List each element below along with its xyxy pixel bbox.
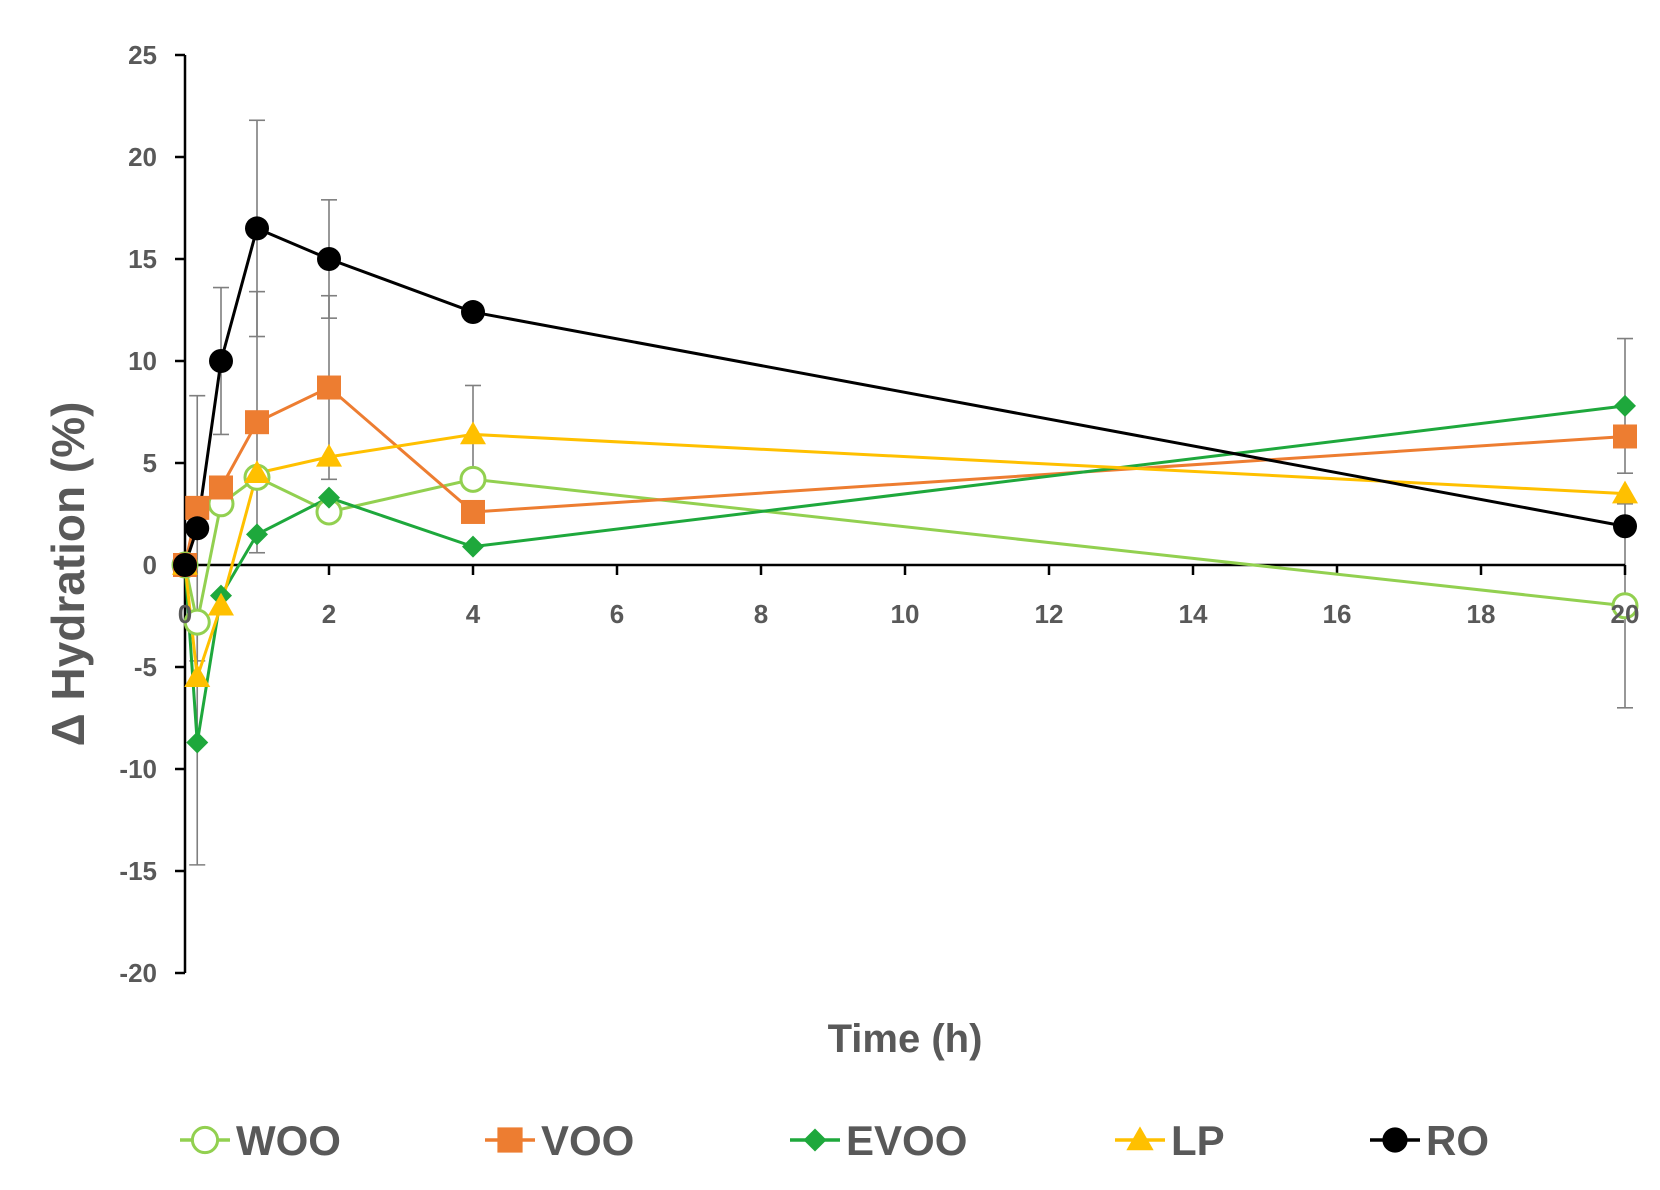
legend-label-ro: RO <box>1426 1117 1489 1164</box>
x-tick-label: 12 <box>1035 599 1064 629</box>
y-tick-label: -20 <box>119 958 157 988</box>
series-line-voo <box>183 385 1626 566</box>
data-point-lp <box>460 421 486 445</box>
x-tick-label: 0 <box>178 599 192 629</box>
data-point-ro <box>185 516 210 541</box>
data-point-voo <box>209 475 233 500</box>
data-point-evoo <box>186 731 209 754</box>
data-point-ro <box>317 247 341 271</box>
data-point-woo <box>1611 592 1639 620</box>
series-line-ro <box>183 226 1626 566</box>
y-tick-label: 5 <box>143 448 157 478</box>
data-point-lp <box>316 443 342 467</box>
data-point-woo <box>459 465 487 493</box>
data-point-voo <box>1613 424 1637 449</box>
y-tick-label: 20 <box>128 142 157 172</box>
data-point-woo <box>183 608 211 636</box>
y-tick-label: 10 <box>128 346 157 376</box>
data-point-voo <box>185 495 210 520</box>
x-tick-label: 10 <box>891 599 920 629</box>
x-tick-label: 16 <box>1323 599 1352 629</box>
legend-marker-ro <box>1382 1127 1408 1153</box>
tick-labels: 25 20 15 10 5 0 -5 -10 -15 -20 0 2 4 6 8 10 12 14 16 18 20 <box>119 40 1639 988</box>
y-tick-label: 15 <box>128 244 157 274</box>
series-line-lp <box>183 432 1626 678</box>
legend: WOO VOO EVOO LP RO <box>180 1117 1489 1164</box>
legend-marker-evoo <box>803 1128 827 1152</box>
x-tick-label: 4 <box>466 599 481 629</box>
x-tick-label: 14 <box>1179 599 1208 629</box>
legend-label-woo: WOO <box>236 1117 341 1164</box>
data-point-evoo <box>318 486 340 509</box>
data-point-voo <box>461 499 485 524</box>
data-point-voo <box>245 410 269 435</box>
x-tick-label: 20 <box>1611 599 1640 629</box>
axes <box>175 53 1627 975</box>
data-point-ro <box>245 216 269 241</box>
data-point-ro <box>1613 514 1637 539</box>
y-tick-label: 25 <box>128 40 157 70</box>
data-point-ro <box>173 553 197 577</box>
data-point-voo <box>317 375 341 400</box>
y-tick-label: -5 <box>134 652 157 682</box>
data-point-lp <box>244 460 270 483</box>
x-tick-label: 6 <box>610 599 624 629</box>
legend-label-lp: LP <box>1171 1117 1225 1164</box>
series-lines <box>183 226 1626 743</box>
legend-label-evoo: EVOO <box>846 1117 967 1164</box>
legend-marker-voo <box>497 1127 523 1153</box>
x-tick-label: 2 <box>322 599 336 629</box>
series-markers <box>171 216 1639 754</box>
y-axis-title: Δ Hydration (%) <box>42 402 94 747</box>
legend-marker-lp <box>1126 1126 1154 1151</box>
legend-marker-woo <box>190 1125 220 1155</box>
data-point-evoo <box>246 523 268 546</box>
data-point-lp <box>208 592 234 616</box>
data-point-evoo <box>462 535 484 558</box>
y-tick-label: -10 <box>119 754 157 784</box>
x-axis-title: Time (h) <box>828 1017 983 1061</box>
x-tick-label: 18 <box>1467 599 1496 629</box>
data-point-ro <box>461 300 485 325</box>
x-tick-label: 8 <box>754 599 768 629</box>
data-point-evoo <box>1614 394 1636 417</box>
legend-label-voo: VOO <box>541 1117 634 1164</box>
data-point-lp <box>184 664 211 687</box>
y-tick-label: -15 <box>119 856 157 886</box>
data-point-lp <box>1612 480 1638 504</box>
y-tick-label: 0 <box>143 550 157 580</box>
data-point-ro <box>209 349 233 373</box>
